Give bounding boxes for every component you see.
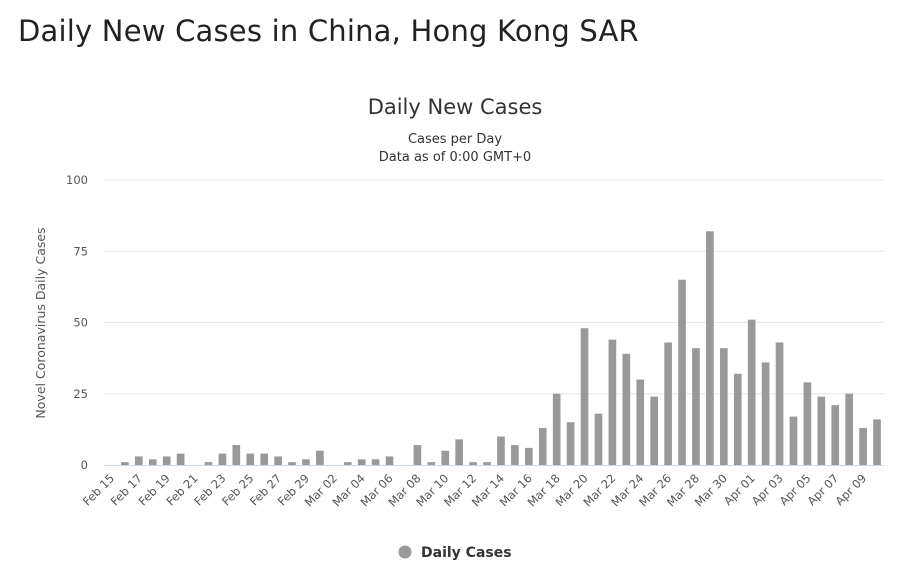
bar-apr-06[interactable]	[817, 396, 826, 465]
bar-feb-19[interactable]	[162, 456, 171, 465]
y-tick-label: 75	[73, 244, 88, 258]
bar-mar-24[interactable]	[636, 379, 645, 466]
chart-subtitle-line-1: Cases per Day	[408, 132, 502, 147]
bar-mar-12[interactable]	[469, 462, 477, 465]
bar-mar-22[interactable]	[608, 339, 617, 465]
bar-mar-25[interactable]	[650, 396, 659, 465]
legend[interactable]: Daily Cases	[398, 545, 512, 561]
bar-mar-14[interactable]	[497, 436, 505, 466]
bar-feb-26[interactable]	[260, 453, 269, 465]
bar-feb-27[interactable]	[274, 456, 282, 465]
bar-mar-06[interactable]	[385, 456, 394, 465]
y-axis-label: Novel Coronavirus Daily Cases	[33, 227, 48, 418]
bar-feb-18[interactable]	[148, 459, 157, 465]
bar-feb-17[interactable]	[134, 456, 143, 465]
bar-mar-21[interactable]	[594, 413, 603, 465]
chart-title: Daily New Cases	[368, 95, 543, 119]
bar-apr-05[interactable]	[803, 382, 812, 465]
bar-apr-04[interactable]	[789, 416, 798, 465]
bar-mar-01[interactable]	[316, 450, 324, 465]
bar-mar-03[interactable]	[343, 462, 352, 465]
chart-subtitle-line-2: Data as of 0:00 GMT+0	[379, 150, 531, 165]
bar-mar-23[interactable]	[622, 353, 631, 465]
bar-mar-10[interactable]	[441, 450, 450, 465]
bar-apr-10[interactable]	[873, 419, 881, 465]
legend-marker[interactable]	[398, 545, 412, 559]
bar-feb-16[interactable]	[121, 462, 129, 465]
bar-mar-15[interactable]	[511, 445, 519, 465]
bar-mar-08[interactable]	[413, 445, 422, 465]
bar-feb-23[interactable]	[218, 453, 227, 465]
bar-mar-30[interactable]	[719, 348, 728, 465]
bar-feb-25[interactable]	[246, 453, 255, 465]
legend-label-daily-cases[interactable]: Daily Cases	[421, 545, 512, 561]
bar-mar-26[interactable]	[664, 342, 672, 465]
bar-apr-02[interactable]	[761, 362, 770, 465]
y-tick-label: 100	[66, 173, 88, 187]
bar-mar-04[interactable]	[357, 459, 366, 465]
bar-feb-24[interactable]	[232, 445, 241, 465]
gridlines: 0 25 50 75 100	[66, 173, 884, 472]
bar-mar-05[interactable]	[371, 459, 380, 465]
y-tick-label: 25	[73, 387, 88, 401]
bar-feb-22[interactable]	[204, 462, 213, 465]
bar-feb-28[interactable]	[288, 462, 296, 465]
x-tick-label: Apr 09	[832, 471, 869, 508]
bar-feb-20[interactable]	[176, 453, 185, 465]
bar-mar-17[interactable]	[538, 427, 547, 465]
bar-apr-01[interactable]	[747, 319, 756, 465]
bar-mar-27[interactable]	[678, 279, 686, 465]
bar-apr-08[interactable]	[845, 393, 854, 465]
bar-mar-18[interactable]	[552, 393, 561, 465]
bar-mar-16[interactable]	[524, 447, 533, 465]
bar-mar-31[interactable]	[733, 373, 742, 465]
bar-apr-07[interactable]	[831, 405, 840, 465]
page-title: Daily New Cases in China, Hong Kong SAR	[18, 14, 639, 48]
bar-mar-09[interactable]	[427, 462, 436, 465]
bar-apr-09[interactable]	[859, 427, 867, 465]
bar-mar-19[interactable]	[566, 422, 575, 465]
bar-apr-03[interactable]	[775, 342, 784, 465]
y-tick-label: 50	[73, 316, 88, 330]
bar-mar-13[interactable]	[483, 462, 491, 465]
bars	[121, 231, 881, 465]
bar-mar-29[interactable]	[706, 231, 714, 465]
bar-mar-11[interactable]	[455, 439, 464, 465]
y-tick-label: 0	[81, 458, 88, 472]
bar-mar-28[interactable]	[692, 348, 700, 465]
bar-mar-20[interactable]	[580, 328, 589, 465]
bar-feb-29[interactable]	[302, 459, 310, 465]
